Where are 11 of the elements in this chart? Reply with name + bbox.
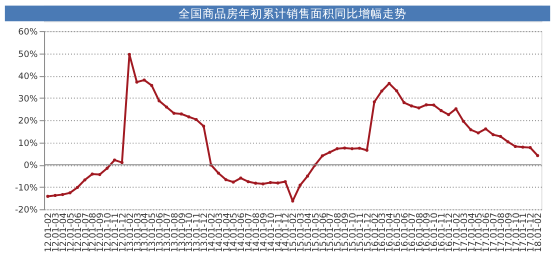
- y-tick-label: 50%: [18, 50, 38, 60]
- y-tick-label: 0%: [24, 161, 38, 172]
- y-tick-label: -10%: [14, 183, 38, 194]
- y-tick-label: 30%: [18, 94, 38, 104]
- chart-title: 全国商品房年初累计销售面积同比增幅走势: [178, 6, 407, 20]
- x-tick-label: 18.01-02: [534, 212, 544, 252]
- y-tick-label: 40%: [18, 72, 38, 82]
- y-tick-label: -20%: [14, 206, 38, 216]
- y-tick-label: 20%: [18, 116, 38, 127]
- y-tick-label: 10%: [18, 138, 38, 149]
- y-tick-label: 60%: [18, 28, 38, 38]
